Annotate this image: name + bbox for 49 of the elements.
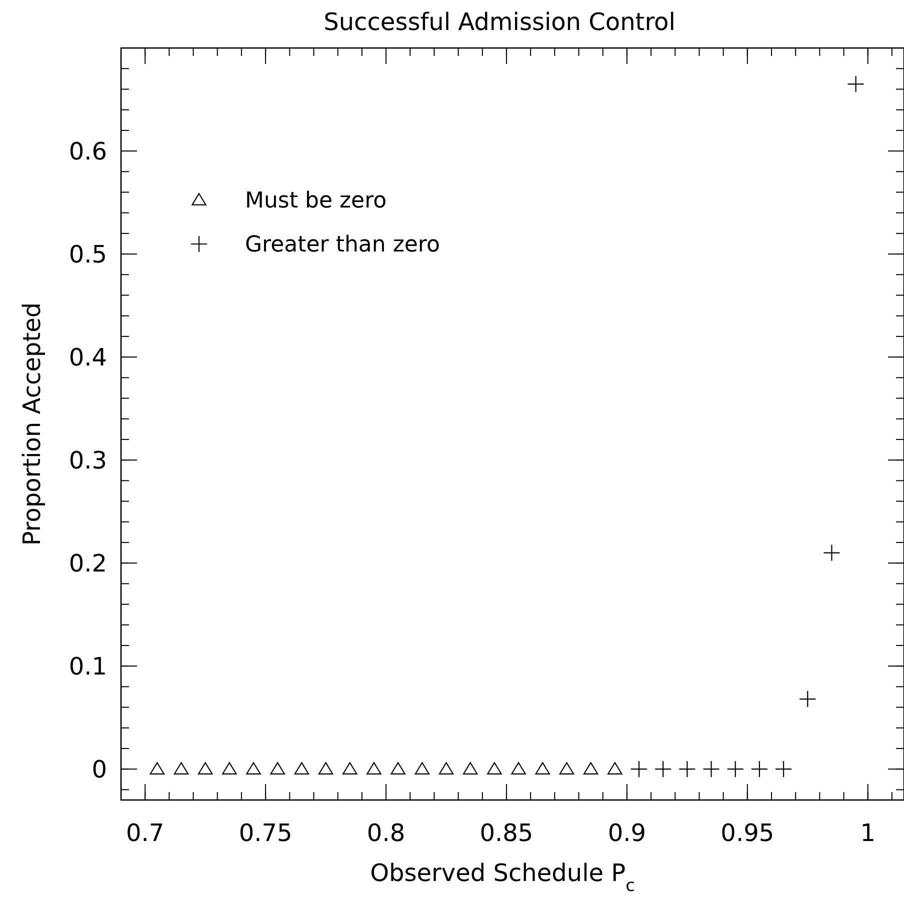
point <box>678 760 696 778</box>
point <box>535 762 550 774</box>
point <box>654 760 672 778</box>
y-tick-label: 0.4 <box>68 343 107 372</box>
legend-label: Must be zero <box>245 188 387 214</box>
point <box>847 76 864 93</box>
point <box>342 762 358 774</box>
point <box>559 762 574 774</box>
y-tick-label: 0.3 <box>68 446 107 474</box>
point <box>174 762 189 774</box>
point <box>487 762 502 774</box>
x-tick-label: 0.95 <box>720 819 774 847</box>
point <box>318 762 334 774</box>
point <box>438 762 454 774</box>
point <box>150 762 164 774</box>
point <box>799 690 816 708</box>
y-axis-title: Proportion Accepted <box>18 302 46 546</box>
x-tick-label: 0.7 <box>126 819 164 847</box>
point <box>462 762 478 774</box>
y-tick-label: 0.2 <box>68 549 107 578</box>
legend-label: Greater than zero <box>245 232 440 258</box>
x-tick-label: 0.9 <box>608 819 646 847</box>
y-tick-label: 0.1 <box>68 652 107 680</box>
point <box>750 760 768 778</box>
point <box>294 762 310 774</box>
y-tick-label: 0 <box>92 755 107 784</box>
point <box>630 760 648 778</box>
x-axis-title: Observed Schedule P$_{c}$ <box>370 859 635 895</box>
point <box>583 762 598 774</box>
y-tick-label: 0.5 <box>68 240 107 268</box>
y-tick-label: 0.6 <box>68 137 107 166</box>
point <box>702 760 720 778</box>
x-tick-label: 0.85 <box>480 819 534 847</box>
point <box>414 762 430 774</box>
chart-title: Successful Admission Control <box>324 8 676 36</box>
x-tick-label: 0.75 <box>238 819 292 847</box>
point <box>390 762 406 774</box>
point <box>608 762 622 774</box>
x-tick-label: 1 <box>860 819 876 847</box>
point <box>198 762 213 774</box>
point <box>246 762 261 774</box>
point <box>366 762 382 774</box>
point <box>511 762 526 774</box>
point <box>222 762 237 774</box>
point <box>823 544 840 562</box>
point <box>726 760 744 778</box>
x-tick-label: 0.8 <box>366 819 406 847</box>
point <box>774 760 792 778</box>
point <box>270 762 285 774</box>
